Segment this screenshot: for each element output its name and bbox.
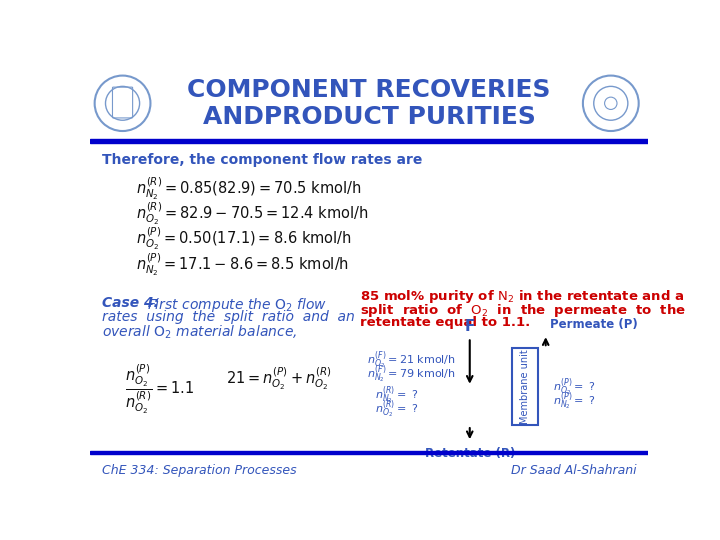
Text: $n_{N_2}^{(R)} = \ ?$: $n_{N_2}^{(R)} = \ ?$ <box>375 385 419 407</box>
Text: F: F <box>464 319 475 334</box>
Text: $\dfrac{n_{O_2}^{(P)}}{n_{O_2}^{(R)}} = 1.1$: $\dfrac{n_{O_2}^{(P)}}{n_{O_2}^{(R)}} = … <box>125 362 194 416</box>
Text: overall $\mathrm{O_2}$ material balance,: overall $\mathrm{O_2}$ material balance, <box>102 323 297 341</box>
Text: Therefore, the component flow rates are: Therefore, the component flow rates are <box>102 153 422 166</box>
Text: $n_{O_2}^{(P)} = 0.50(17.1) = 8.6\ \mathrm{kmol/h}$: $n_{O_2}^{(P)} = 0.50(17.1) = 8.6\ \math… <box>137 226 352 252</box>
Text: ChE 334: Separation Processes: ChE 334: Separation Processes <box>102 464 296 477</box>
Text: Permeate (P): Permeate (P) <box>549 318 637 331</box>
Text: $n_{O_2}^{(F)} = 21\ \mathrm{kmol/h}$: $n_{O_2}^{(F)} = 21\ \mathrm{kmol/h}$ <box>367 350 456 372</box>
Bar <box>90 139 648 143</box>
Text: $n_{N_2}^{(P)} = \ ?$: $n_{N_2}^{(P)} = \ ?$ <box>554 392 596 413</box>
Text: $n_{N_2}^{(R)} = 0.85(82.9) = 70.5\ \mathrm{kmol/h}$: $n_{N_2}^{(R)} = 0.85(82.9) = 70.5\ \mat… <box>137 175 362 201</box>
Text: Membrane unit: Membrane unit <box>520 349 530 424</box>
Text: ANDPRODUCT PURITIES: ANDPRODUCT PURITIES <box>202 105 536 129</box>
Text: split  ratio  of  $\mathrm{O_2}$  in  the  permeate  to  the: split ratio of $\mathrm{O_2}$ in the per… <box>360 302 686 319</box>
Text: Dr Saad Al-Shahrani: Dr Saad Al-Shahrani <box>510 464 636 477</box>
Text: $n_{O_2}^{(R)} = 82.9 - 70.5 = 12.4\ \mathrm{kmol/h}$: $n_{O_2}^{(R)} = 82.9 - 70.5 = 12.4\ \ma… <box>137 200 369 227</box>
Text: $n_{N_2}^{(F)} = 79\ \mathrm{kmol/h}$: $n_{N_2}^{(F)} = 79\ \mathrm{kmol/h}$ <box>367 363 456 386</box>
Bar <box>90 451 648 455</box>
Text: $21 = n_{O_2}^{(P)} + n_{O_2}^{(R)}$: $21 = n_{O_2}^{(P)} + n_{O_2}^{(R)}$ <box>225 365 331 392</box>
Text: $n_{N_2}^{(P)} = 17.1 - 8.6 = 8.5\ \mathrm{kmol/h}$: $n_{N_2}^{(P)} = 17.1 - 8.6 = 8.5\ \math… <box>137 251 350 278</box>
Text: $n_{O_2}^{(R)} = \ ?$: $n_{O_2}^{(R)} = \ ?$ <box>375 399 419 421</box>
Bar <box>513 348 538 425</box>
Text: rates  using  the  split  ratio  and  an: rates using the split ratio and an <box>102 309 354 323</box>
Text: $n_{O_2}^{(P)} = \ ?$: $n_{O_2}^{(P)} = \ ?$ <box>554 377 596 400</box>
Text: 85 mol% purity of $\mathrm{N_2}$ in the retentate and a: 85 mol% purity of $\mathrm{N_2}$ in the … <box>360 288 684 305</box>
Text: COMPONENT RECOVERIES: COMPONENT RECOVERIES <box>187 78 551 102</box>
Text: retentate equal to 1.1.: retentate equal to 1.1. <box>360 316 530 329</box>
Text: First compute the $\mathrm{O_2}$ flow: First compute the $\mathrm{O_2}$ flow <box>148 296 328 314</box>
Text: Case 4:: Case 4: <box>102 296 158 310</box>
Text: Retentate (R): Retentate (R) <box>425 447 515 460</box>
